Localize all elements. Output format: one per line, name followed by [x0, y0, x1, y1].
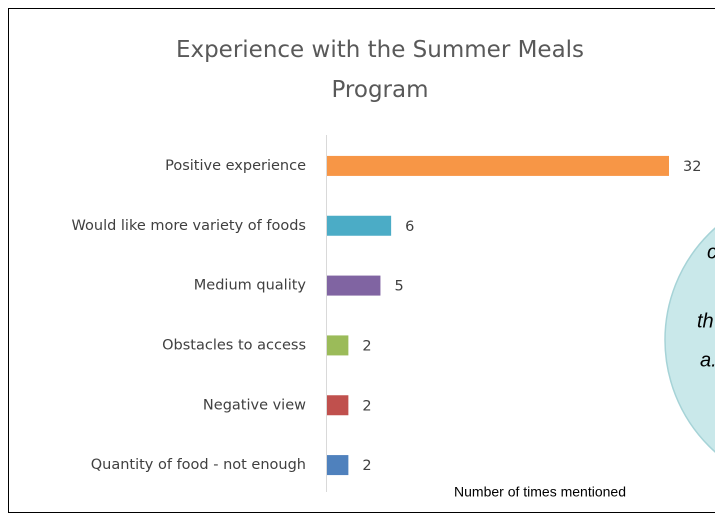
y-tick-label: Would like more variety of foods [72, 218, 306, 234]
bar [327, 156, 669, 176]
y-tick-label: Negative view [203, 397, 306, 413]
data-label: 2 [362, 338, 371, 354]
y-tick-label: Medium quality [194, 278, 307, 294]
data-label: 6 [405, 219, 414, 235]
data-label: 5 [394, 279, 403, 295]
annotation: a. [700, 349, 715, 371]
bar [327, 216, 391, 236]
annotation: c [707, 241, 715, 263]
y-tick-label: Obstacles to access [162, 337, 306, 353]
bar [327, 455, 348, 475]
data-label: 32 [683, 159, 701, 175]
data-label: 2 [362, 458, 371, 474]
x-axis-label: Number of times mentioned [454, 484, 626, 500]
annotation: th [697, 310, 714, 332]
y-tick-label: Positive experience [165, 158, 306, 174]
y-tick-label: Quantity of food - not enough [91, 457, 306, 473]
bar [327, 335, 348, 355]
bar [327, 276, 380, 296]
data-label: 2 [362, 398, 371, 414]
bar [327, 395, 348, 415]
